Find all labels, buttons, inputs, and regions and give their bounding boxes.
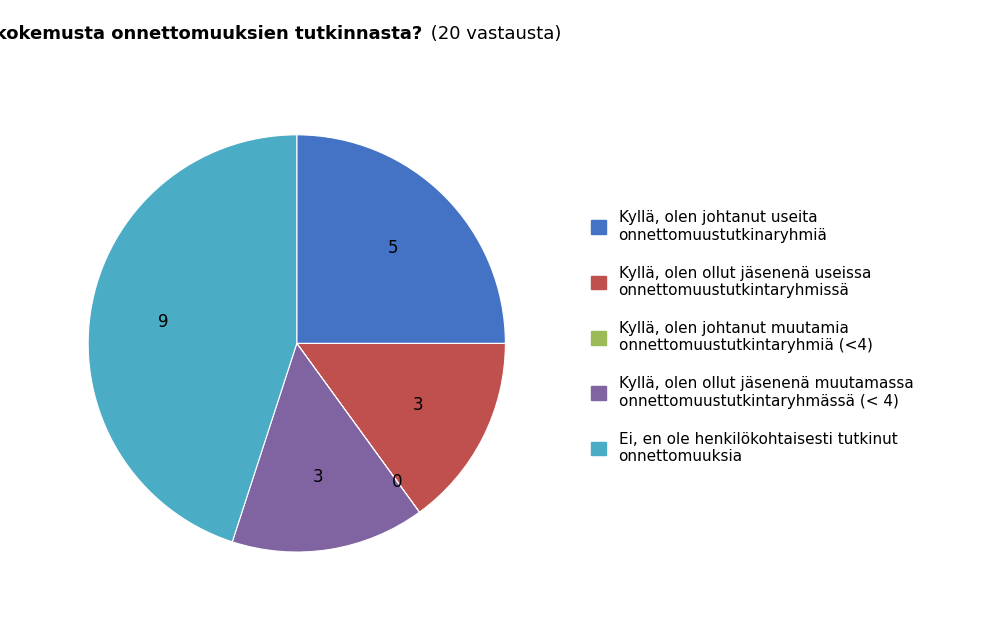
Text: 3: 3 <box>313 468 323 487</box>
Text: Onko sinulla kokemusta onnettomuuksien tutkinnasta?: Onko sinulla kokemusta onnettomuuksien t… <box>0 25 423 43</box>
Wedge shape <box>232 343 420 552</box>
Text: (20 vastausta): (20 vastausta) <box>425 25 561 43</box>
Wedge shape <box>89 135 297 542</box>
Text: 0: 0 <box>392 473 402 491</box>
Wedge shape <box>297 343 420 512</box>
Wedge shape <box>297 343 505 512</box>
Text: 9: 9 <box>158 313 168 331</box>
Wedge shape <box>297 135 505 343</box>
Legend: Kyllä, olen johtanut useita
onnettomuustutkinaryhmiä, Kyllä, olen ollut jäsenenä: Kyllä, olen johtanut useita onnettomuust… <box>592 211 913 464</box>
Text: 3: 3 <box>412 396 423 414</box>
Text: 5: 5 <box>387 238 398 256</box>
